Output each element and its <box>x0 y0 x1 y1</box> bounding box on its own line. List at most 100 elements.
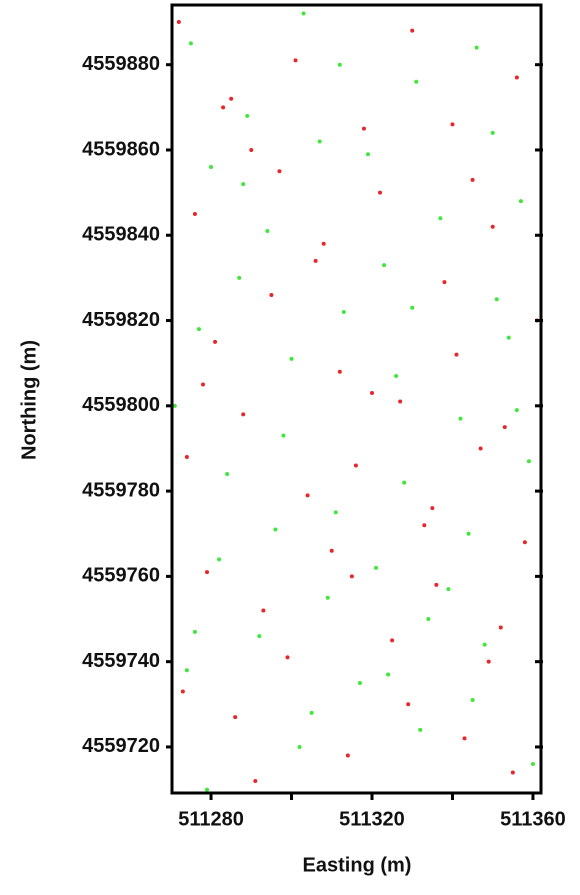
point <box>430 506 435 511</box>
point <box>530 762 535 767</box>
point <box>462 736 467 741</box>
point <box>365 152 370 157</box>
y-tick-label: 4559720 <box>82 735 160 757</box>
y-tick-label: 4559840 <box>82 224 160 246</box>
point <box>293 58 298 63</box>
point <box>196 327 201 332</box>
point <box>510 770 515 775</box>
point <box>466 531 471 536</box>
point <box>418 727 423 732</box>
point <box>213 339 218 344</box>
point <box>180 689 185 694</box>
point <box>317 139 322 144</box>
point <box>514 408 519 413</box>
x-tick-label: 511320 <box>339 808 405 830</box>
point <box>494 297 499 302</box>
point <box>374 565 379 570</box>
point <box>192 211 197 216</box>
point <box>329 548 334 553</box>
point <box>426 617 431 622</box>
point <box>257 634 262 639</box>
point <box>273 527 278 532</box>
y-tick-label: 4559820 <box>82 309 160 331</box>
y-tick-label: 4559880 <box>82 53 160 75</box>
point <box>305 493 310 498</box>
point <box>486 659 491 664</box>
point <box>518 199 523 204</box>
point <box>176 20 181 25</box>
plot-frame <box>170 3 543 795</box>
y-tick-label: 4559760 <box>82 565 160 587</box>
point <box>434 582 439 587</box>
point <box>325 595 330 600</box>
point <box>410 305 415 310</box>
x-axis-label: Easting (m) <box>303 854 412 876</box>
point <box>490 224 495 229</box>
point <box>333 510 338 515</box>
point <box>205 570 210 575</box>
point <box>277 169 282 174</box>
point <box>422 523 427 528</box>
point <box>172 403 177 408</box>
point <box>192 629 197 634</box>
point <box>345 753 350 758</box>
point <box>450 122 455 127</box>
point <box>438 216 443 221</box>
y-axis-label: Northing (m) <box>18 340 40 460</box>
point <box>369 391 374 396</box>
point <box>442 280 447 285</box>
point <box>241 412 246 417</box>
point <box>357 680 362 685</box>
point <box>406 702 411 707</box>
point <box>321 241 326 246</box>
y-tick-label: 4559860 <box>82 138 160 160</box>
point <box>386 672 391 677</box>
point <box>482 642 487 647</box>
point <box>526 459 531 464</box>
point <box>490 130 495 135</box>
point <box>470 698 475 703</box>
point <box>209 165 214 170</box>
point <box>297 744 302 749</box>
x-tick-label: 511280 <box>178 808 244 830</box>
point <box>502 425 507 430</box>
point <box>454 352 459 357</box>
point <box>498 625 503 630</box>
point <box>249 147 254 152</box>
point <box>522 540 527 545</box>
point <box>394 373 399 378</box>
point <box>446 587 451 592</box>
point <box>474 45 479 50</box>
point <box>188 41 193 46</box>
point <box>269 292 274 297</box>
y-tick-label: 4559780 <box>82 479 160 501</box>
point <box>253 779 258 784</box>
y-tick-label: 4559740 <box>82 650 160 672</box>
point <box>410 28 415 33</box>
point <box>390 638 395 643</box>
point <box>398 399 403 404</box>
point <box>337 62 342 67</box>
point <box>458 416 463 421</box>
point <box>337 369 342 374</box>
point <box>229 96 234 101</box>
point <box>349 574 354 579</box>
point <box>289 356 294 361</box>
x-tick-label: 511360 <box>500 808 566 830</box>
point <box>205 787 210 792</box>
point <box>414 79 419 84</box>
point <box>514 75 519 80</box>
point <box>478 446 483 451</box>
point <box>382 263 387 268</box>
y-tick-label: 4559800 <box>82 394 160 416</box>
point <box>184 668 189 673</box>
point <box>200 382 205 387</box>
point <box>225 472 230 477</box>
point <box>341 310 346 315</box>
point <box>245 113 250 118</box>
point <box>506 335 511 340</box>
point <box>281 433 286 438</box>
point <box>237 275 242 280</box>
point <box>470 177 475 182</box>
